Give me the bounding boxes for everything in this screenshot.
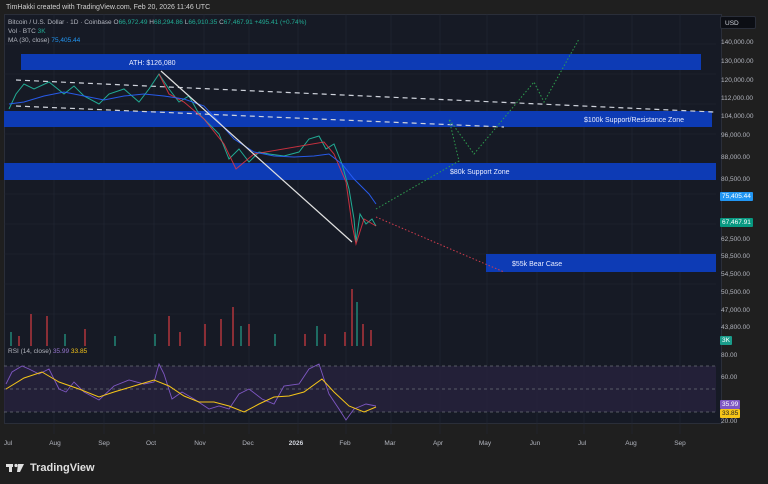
price-tick: 62,500.00 <box>721 236 750 243</box>
ath-zone[interactable] <box>21 54 701 70</box>
price-tick: 88,000.00 <box>721 154 750 161</box>
rsi-ma-value: 33.85 <box>70 348 88 355</box>
price-tick: 50,500.00 <box>721 289 750 296</box>
symbol-name: Bitcoin / U.S. Dollar · 1D · Coinbase <box>8 19 112 26</box>
time-tick: May <box>478 440 492 447</box>
rsi-value: 35.99 <box>52 348 70 355</box>
open-label: O <box>113 19 119 26</box>
rsi-legend[interactable]: RSI (14, close) 35.99 33.85 <box>8 348 87 355</box>
time-tick: Aug <box>49 440 61 447</box>
zone-80k-label: $80k Support Zone <box>450 169 510 176</box>
volume-value: 3K <box>37 28 46 35</box>
rsi-tick: 60.00 <box>721 374 738 381</box>
low-value: 66,910.35 <box>188 19 218 26</box>
price-tick: 130,000.00 <box>721 58 754 65</box>
close-value: 67,467.91 <box>223 19 253 26</box>
price-tick: 80,500.00 <box>721 176 750 183</box>
volume-bars <box>10 289 372 346</box>
price-tick: 58,500.00 <box>721 253 750 260</box>
time-tick: Feb <box>339 440 351 447</box>
time-tick: Apr <box>432 440 444 447</box>
symbol-legend[interactable]: Bitcoin / U.S. Dollar · 1D · Coinbase O6… <box>8 18 307 45</box>
zone-55k-label: $55k Bear Case <box>512 261 562 268</box>
time-tick: 2026 <box>288 440 304 447</box>
price-chart[interactable]: ATH: $126,080 $100k Support/Resistance Z… <box>4 14 720 434</box>
price-tick: 104,000.00 <box>721 113 754 120</box>
high-value: 68,294.86 <box>154 19 183 26</box>
ath-label: ATH: $126,080 <box>129 60 176 67</box>
zone-80k[interactable] <box>4 163 716 180</box>
time-tick: Oct <box>145 440 157 447</box>
open-value: 66,972.49 <box>118 19 148 26</box>
currency-button[interactable]: USD <box>720 16 756 29</box>
last-price-tag: 67,467.91 <box>720 218 753 227</box>
price-tick: 47,000.00 <box>721 307 750 314</box>
price-tick: 96,000.00 <box>721 132 750 139</box>
zone-100k-label: $100k Support/Resistance Zone <box>584 117 684 124</box>
ma-price-tag: 75,405.44 <box>720 192 753 201</box>
ma-label: MA (30, close) <box>8 37 50 44</box>
rsi-ma-tag: 33.85 <box>720 409 741 418</box>
zone-100k[interactable] <box>4 111 712 127</box>
price-tick: 120,000.00 <box>721 77 754 84</box>
time-tick: Aug <box>625 440 637 447</box>
price-tick: 112,000.00 <box>721 95 754 102</box>
time-tick: Jun <box>529 440 541 447</box>
time-tick: Dec <box>242 440 254 447</box>
zone-55k[interactable] <box>486 254 716 272</box>
price-tick: 54,500.00 <box>721 271 750 278</box>
rsi-tick: 20.00 <box>721 418 738 425</box>
price-tick: 140,000.00 <box>721 39 754 46</box>
rsi-tag: 35.99 <box>720 400 741 409</box>
tradingview-logo[interactable]: TradingView <box>6 462 95 474</box>
chart-credit: TimHakki created with TradingView.com, F… <box>6 4 211 11</box>
time-tick: Nov <box>194 440 206 447</box>
tradingview-logo-icon <box>6 463 24 472</box>
ma-value: 75,405.44 <box>51 37 81 44</box>
close-label: C <box>219 19 224 26</box>
rsi-label: RSI (14, close) <box>8 348 51 355</box>
high-label: H <box>149 19 154 26</box>
time-tick: Sep <box>674 440 686 447</box>
low-label: L <box>184 19 189 26</box>
time-tick: Jul <box>577 440 587 447</box>
change-value: +495.41 (+0.74%) <box>254 19 307 26</box>
price-tick: 43,800.00 <box>721 324 750 331</box>
time-tick: Jul <box>3 440 13 447</box>
time-tick: Mar <box>384 440 396 447</box>
time-tick: Sep <box>98 440 110 447</box>
volume-label: Vol · BTC <box>8 28 36 35</box>
brand-name: TradingView <box>30 462 95 474</box>
volume-tag: 3K <box>720 336 732 345</box>
rsi-tick: 80.00 <box>721 352 738 359</box>
